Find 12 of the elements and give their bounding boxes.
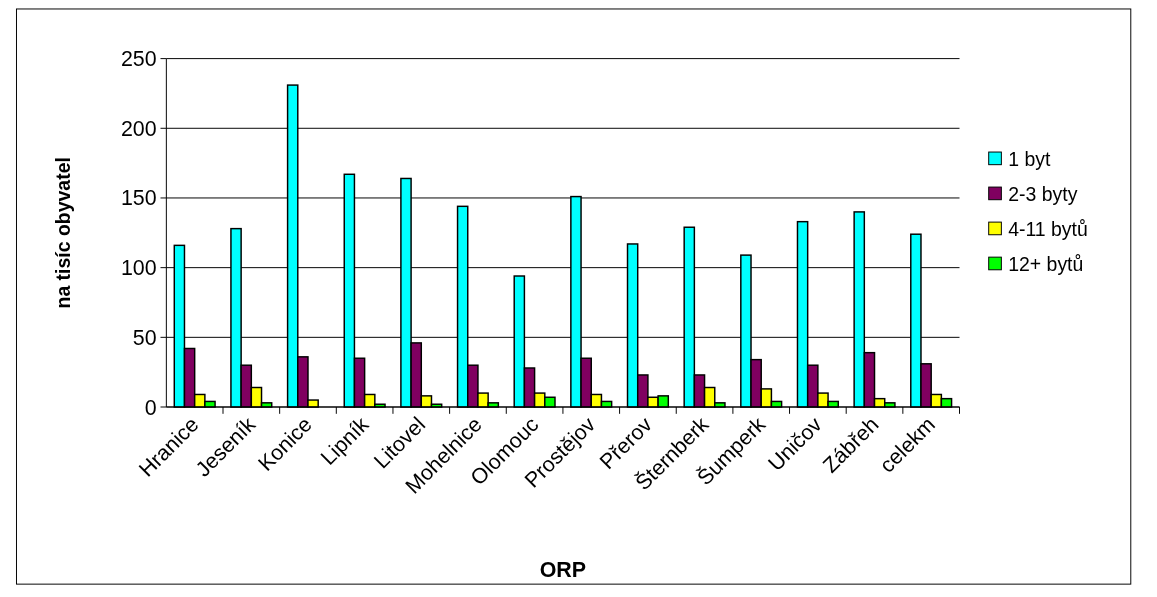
legend-label: 1 byt [1008, 147, 1051, 170]
y-tick-label: 150 [120, 186, 157, 211]
legend-label: 2-3 byty [1008, 182, 1078, 205]
legend-label: 4-11 bytů [1008, 217, 1088, 240]
legend-label: 12+ bytů [1008, 252, 1084, 275]
y-tick-label: 50 [132, 325, 157, 350]
y-tick-label: 0 [144, 395, 157, 420]
y-axis-title: na tisíc obyvatel [52, 157, 74, 309]
y-tick-label: 200 [120, 116, 157, 141]
x-axis-title: ORP [539, 558, 587, 583]
y-tick-label: 250 [120, 47, 157, 72]
y-tick-label: 100 [120, 256, 157, 281]
